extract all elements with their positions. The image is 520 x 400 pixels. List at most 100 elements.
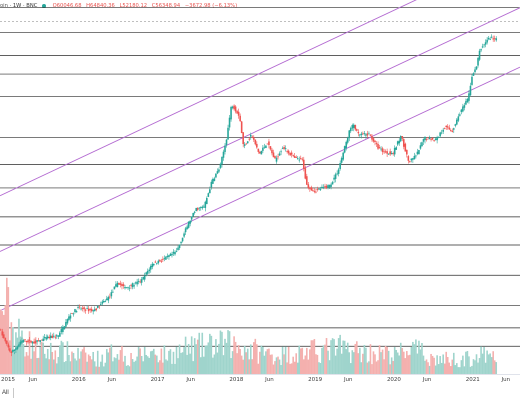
volume-bar bbox=[474, 360, 476, 374]
volume-bar bbox=[472, 359, 475, 374]
candle-body bbox=[102, 300, 105, 303]
candle-body bbox=[69, 315, 72, 319]
candle-body bbox=[107, 296, 110, 301]
time-axis-label: 2019 bbox=[308, 377, 322, 383]
volume-bar bbox=[162, 362, 164, 374]
volume-bar bbox=[46, 348, 49, 374]
candle-body bbox=[486, 39, 488, 43]
volume-bar bbox=[236, 353, 238, 374]
candle-body bbox=[328, 184, 331, 188]
volume-bar bbox=[269, 354, 272, 374]
time-axis-label: 2016 bbox=[72, 377, 86, 383]
volume-bar bbox=[216, 352, 219, 374]
volume-bar bbox=[127, 365, 129, 374]
candle-body bbox=[178, 244, 181, 249]
candle-body bbox=[160, 260, 163, 262]
volume-bar bbox=[301, 347, 304, 374]
legend-exchange: BNC bbox=[26, 3, 38, 9]
volume-bar bbox=[195, 344, 198, 374]
volume-bar bbox=[19, 336, 22, 374]
volume-bar bbox=[21, 330, 23, 374]
volume-bar bbox=[424, 360, 426, 374]
candle-body bbox=[459, 114, 461, 116]
volume-bar bbox=[243, 345, 246, 374]
volume-bar bbox=[80, 351, 82, 374]
volume-bar bbox=[96, 350, 99, 374]
candle-body bbox=[143, 275, 146, 280]
candle-body bbox=[142, 276, 144, 280]
volume-bar bbox=[66, 341, 69, 374]
candle-body bbox=[189, 220, 191, 224]
candle-body bbox=[393, 147, 396, 155]
candle-body bbox=[413, 155, 416, 160]
candle-body bbox=[31, 341, 34, 344]
volume-bar bbox=[209, 333, 211, 374]
candle-body bbox=[398, 140, 401, 144]
candle-body bbox=[452, 128, 455, 130]
candle-body bbox=[407, 156, 410, 161]
legend-symbol[interactable]: oin bbox=[0, 3, 8, 9]
candle-body bbox=[386, 151, 388, 154]
candle-body bbox=[448, 127, 451, 130]
candle-body bbox=[271, 149, 273, 154]
volume-bar bbox=[415, 339, 417, 374]
volume-bar bbox=[390, 357, 393, 374]
candle-body bbox=[409, 161, 411, 163]
volume-bar bbox=[363, 344, 366, 374]
volume-bar bbox=[125, 365, 128, 374]
volume-bar bbox=[219, 330, 222, 374]
volume-bar bbox=[145, 354, 148, 374]
volume-bar bbox=[172, 351, 175, 374]
channel-line bbox=[0, 7, 520, 252]
candle-body bbox=[331, 182, 334, 185]
volume-bar bbox=[199, 357, 202, 374]
candle-body bbox=[10, 351, 13, 353]
volume-bar bbox=[240, 355, 243, 374]
volume-bar bbox=[152, 348, 155, 374]
volume-bar bbox=[489, 353, 491, 374]
volume-bar bbox=[140, 355, 143, 374]
candle-body bbox=[309, 188, 311, 189]
candle-body bbox=[293, 156, 296, 158]
volume-bar bbox=[139, 348, 141, 374]
time-axis[interactable]: 2015 Jun 2016 Jun 2017 Jun 2018 Jun 2019 Jun 2020 J… bbox=[1, 377, 511, 383]
candle-body bbox=[480, 49, 482, 51]
candle-body bbox=[434, 138, 437, 140]
volume-bar bbox=[384, 345, 387, 374]
candle-body bbox=[98, 306, 101, 308]
volume-bar bbox=[48, 359, 51, 374]
candle-body bbox=[212, 178, 214, 184]
volume-bar bbox=[130, 352, 132, 374]
volume-bar bbox=[283, 354, 285, 374]
candle-body bbox=[424, 137, 426, 141]
volume-bar bbox=[189, 353, 191, 374]
volume-bar bbox=[457, 367, 460, 374]
volume-bar bbox=[293, 361, 296, 374]
volume-bar bbox=[346, 342, 349, 374]
candle-body bbox=[381, 148, 384, 152]
candle-body bbox=[354, 124, 357, 130]
candle-body bbox=[177, 247, 179, 251]
volume-bar bbox=[366, 362, 369, 374]
volume-bar bbox=[92, 351, 94, 374]
volume-bar bbox=[74, 358, 76, 374]
candle-body bbox=[71, 313, 73, 315]
volume-bar bbox=[228, 331, 231, 374]
range-all-button[interactable]: All bbox=[2, 390, 9, 396]
candle-body bbox=[445, 125, 448, 128]
candle-body bbox=[37, 340, 40, 341]
volume-bar bbox=[262, 346, 264, 374]
volume-bar bbox=[434, 365, 437, 374]
candle-body bbox=[330, 184, 332, 187]
volume-bar bbox=[372, 351, 375, 374]
volume-bar bbox=[260, 345, 263, 374]
candle-body bbox=[24, 339, 26, 341]
volume-bar bbox=[201, 332, 204, 374]
volume-bar bbox=[134, 360, 137, 374]
volume-bar bbox=[490, 357, 493, 374]
candle-body bbox=[113, 286, 116, 290]
legend-interval[interactable]: 1W bbox=[12, 3, 22, 9]
volume-bar bbox=[492, 351, 494, 374]
